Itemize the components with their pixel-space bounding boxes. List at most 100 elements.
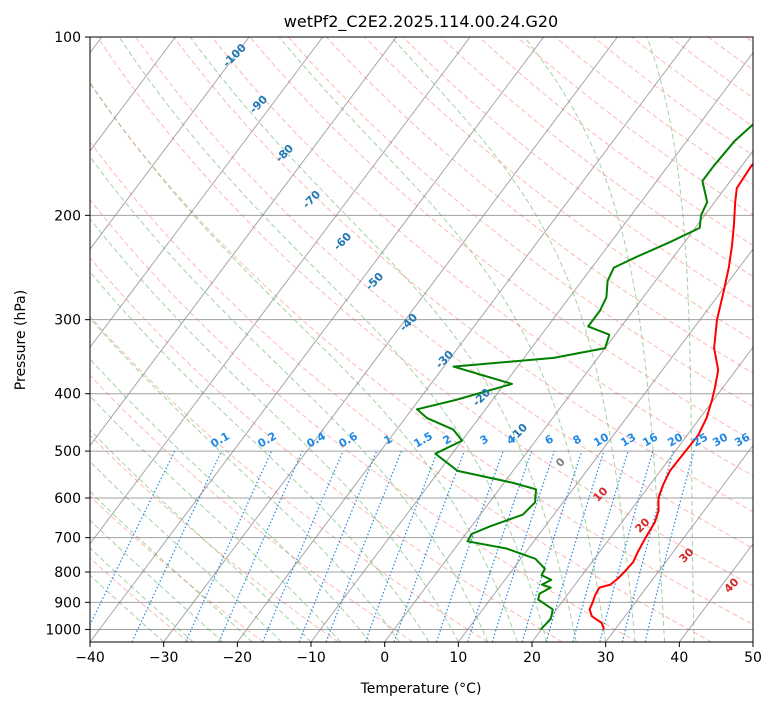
mixing-ratio-label: 25 <box>690 431 710 450</box>
y-axis-ticks: 100 200 300 400 500 600 700 800 900 1000 <box>45 30 90 638</box>
isotherm-line <box>90 37 176 152</box>
isotherm-line <box>310 51 753 642</box>
moist-adiabat-line <box>90 155 489 642</box>
y-tick-label: 1000 <box>45 622 81 638</box>
dry-adiabat-label: -40 <box>397 311 420 334</box>
dry-adiabat-line <box>90 257 563 642</box>
mixing-ratio-line <box>599 450 654 642</box>
x-tick-label: 10 <box>449 650 467 666</box>
isotherm-line <box>163 37 618 642</box>
plot-area: -100-90-80-70-60-50-40-30-20-100.1 0.2 0.4… <box>90 37 753 642</box>
mixing-ratio-line <box>364 450 439 642</box>
moist-adiabat-label: 0 <box>553 455 568 470</box>
dry-adiabats <box>90 37 753 642</box>
mixing-ratio-label: 0.2 <box>256 429 279 450</box>
profile-lines <box>416 123 753 631</box>
dry-adiabat-line <box>90 198 638 642</box>
mixing-ratio-line <box>325 450 403 642</box>
mixing-ratio-line <box>621 450 674 642</box>
mixing-ratio-label: 6 <box>543 432 556 447</box>
x-axis-ticks: −40 −30 −20 −10 0 10 20 30 40 50 <box>75 642 762 666</box>
x-tick-label: −20 <box>223 650 253 666</box>
mixing-ratio-label: 0.1 <box>209 429 232 450</box>
mixing-ratio-label: 8 <box>571 432 584 447</box>
isotherm-line <box>90 37 250 250</box>
skewed-isotherms <box>90 37 753 642</box>
mixing-ratio-label: 36 <box>732 430 752 449</box>
y-tick-label: 300 <box>54 313 81 329</box>
moist-adiabat-line <box>90 460 282 642</box>
dry-adiabat-line <box>173 37 753 513</box>
y-tick-label: 200 <box>54 208 81 224</box>
x-tick-label: −30 <box>149 650 179 666</box>
x-axis-label: Temperature (°C) <box>360 681 482 697</box>
moist-adiabat-line <box>90 218 459 642</box>
mixing-ratio-line <box>644 450 695 642</box>
x-tick-label: 50 <box>744 650 762 666</box>
moist-adiabat-label: 30 <box>677 545 697 565</box>
moist-adiabat-line <box>118 37 548 642</box>
x-tick-label: −10 <box>296 650 326 666</box>
dry-adiabat-line <box>96 37 753 587</box>
mixing-ratio-label: 10 <box>591 430 611 449</box>
mixing-ratio-line <box>298 450 378 642</box>
y-axis-label: Pressure (hPa) <box>13 290 29 390</box>
y-tick-label: 600 <box>54 491 81 507</box>
y-tick-label: 700 <box>54 531 81 547</box>
dry-adiabat-line <box>90 83 753 625</box>
x-tick-label: 20 <box>523 650 541 666</box>
moist-adiabat-line <box>90 317 400 642</box>
mixing-ratio-line <box>185 450 273 642</box>
mixing-ratio-line <box>521 450 583 642</box>
isotherm-line <box>752 641 753 642</box>
moist-adiabat-line <box>90 358 371 642</box>
isotherm-line <box>90 37 397 447</box>
y-tick-label: 100 <box>54 30 81 46</box>
isotherm-line <box>90 37 324 349</box>
plot-frame <box>89 36 754 643</box>
dry-adiabat-line <box>90 557 190 642</box>
isotherm-line <box>605 444 753 642</box>
isotherm-line <box>90 37 545 642</box>
mixing-ratio-label: 20 <box>665 430 685 449</box>
mixing-ratio-line <box>572 450 629 642</box>
dry-adiabat-line <box>402 37 753 309</box>
dry-adiabat-label: -30 <box>433 348 456 371</box>
moist-adiabat-line <box>90 271 430 642</box>
mixing-ratio-line <box>262 450 344 642</box>
isotherm-line <box>457 248 753 642</box>
dry-adiabat-line <box>211 37 753 477</box>
dry-adiabat-label: -60 <box>331 230 354 253</box>
dry-adiabat-line <box>707 37 753 71</box>
moist-adiabat-line <box>189 37 577 642</box>
moist-adiabat-line <box>390 37 636 642</box>
moist-adiabats <box>90 37 695 642</box>
y-tick-label: 800 <box>54 565 81 581</box>
dry-adiabat-line <box>90 315 488 642</box>
y-tick-label: 900 <box>54 595 81 611</box>
dry-adiabat-line <box>249 37 753 442</box>
x-tick-label: −40 <box>75 650 105 666</box>
isotherm-line <box>90 37 471 545</box>
mixing-ratio-label: 1.5 <box>412 429 435 450</box>
moist-adiabat-line <box>278 37 607 642</box>
mixing-ratio-line <box>545 450 605 642</box>
mixing-ratio-line <box>218 450 303 642</box>
x-tick-label: 0 <box>380 650 389 666</box>
mixing-ratio-line <box>393 450 465 642</box>
mixing-ratio-label: 0.6 <box>337 429 361 450</box>
mixing-ratio-line <box>435 450 504 642</box>
dewpoint-line <box>416 123 753 631</box>
y-tick-label: 400 <box>54 387 81 403</box>
isobar-gridlines <box>90 37 753 630</box>
dry-adiabat-label: -80 <box>273 142 296 165</box>
moist-adiabat-line <box>90 429 312 642</box>
moist-adiabat-line <box>646 37 695 642</box>
moist-adiabat-line <box>90 395 341 642</box>
dry-adiabat-line <box>90 495 264 642</box>
y-tick-label: 500 <box>54 444 81 460</box>
isotherm-line <box>384 150 753 642</box>
x-tick-label: 40 <box>670 650 688 666</box>
mixing-ratio-lines <box>90 450 695 642</box>
